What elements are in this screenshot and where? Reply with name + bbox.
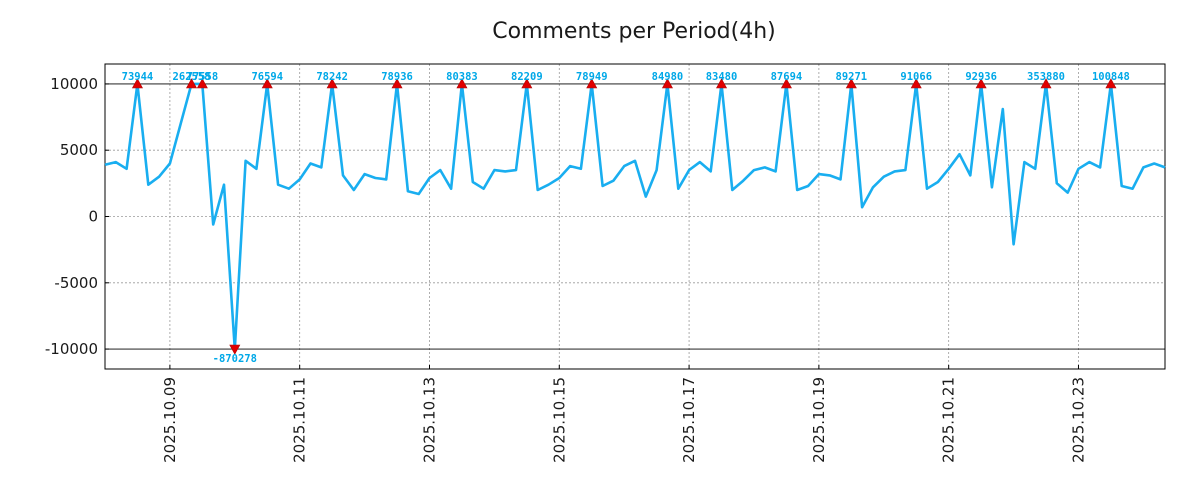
outlier-marker-up bbox=[661, 78, 673, 89]
outlier-marker-down bbox=[229, 344, 241, 355]
outlier-label: 89271 bbox=[836, 71, 868, 83]
outlier-marker-up bbox=[186, 78, 198, 89]
outlier-marker-up bbox=[1105, 78, 1117, 89]
outlier-marker-up bbox=[521, 78, 533, 89]
x-axis-ticks: 2025.10.09 2025.10.11 2025.10.13 2025.10.15… bbox=[161, 365, 1087, 463]
outlier-marker-up bbox=[975, 78, 987, 89]
y-tick-label: -5000 bbox=[54, 274, 98, 292]
outlier-label: 80383 bbox=[446, 71, 478, 83]
y-tick-label: 10000 bbox=[50, 75, 98, 93]
x-tick-label: 2025.10.13 bbox=[420, 377, 438, 463]
x-tick-label: 2025.10.23 bbox=[1069, 377, 1087, 463]
outlier-marker-up bbox=[716, 78, 728, 89]
series-line-comments bbox=[104, 82, 1166, 351]
outlier-label: 92936 bbox=[965, 71, 997, 83]
outlier-marker-up bbox=[845, 78, 857, 89]
x-tick-label: 2025.10.09 bbox=[161, 377, 179, 463]
x-tick-label: 2025.10.11 bbox=[291, 377, 309, 463]
outlier-marker-up bbox=[261, 78, 273, 89]
outlier-label: 78936 bbox=[381, 71, 413, 83]
outlier-label: 83480 bbox=[706, 71, 738, 83]
x-tick-label: 2025.10.15 bbox=[550, 377, 568, 463]
outlier-marker-up bbox=[326, 78, 338, 89]
outlier-label: 87694 bbox=[771, 71, 803, 83]
outlier-marker-up bbox=[391, 78, 403, 89]
y-tick-label: -10000 bbox=[45, 340, 98, 358]
outlier-label: 77558 bbox=[187, 71, 219, 83]
x-tick-label: 2025.10.19 bbox=[810, 377, 828, 463]
outlier-label: 100848 bbox=[1092, 71, 1130, 83]
outlier-label: 353880 bbox=[1027, 71, 1065, 83]
x-tick-label: 2025.10.21 bbox=[940, 377, 958, 463]
outlier-marker-up bbox=[780, 78, 792, 89]
y-axis-ticks: 10000 5000 0 -5000 -10000 bbox=[45, 75, 109, 358]
outlier-label: 76594 bbox=[251, 71, 283, 83]
outlier-label: 262558 bbox=[173, 71, 211, 83]
x-tick-label: 2025.10.17 bbox=[680, 377, 698, 463]
outlier-label: -870278 bbox=[213, 353, 257, 365]
outlier-label: 78949 bbox=[576, 71, 608, 83]
y-tick-label: 5000 bbox=[60, 141, 98, 159]
marker-layer bbox=[131, 78, 1117, 355]
outlier-marker-up bbox=[196, 78, 208, 89]
outlier-label: 84980 bbox=[652, 71, 684, 83]
outlier-marker-up bbox=[586, 78, 598, 89]
outlier-label: 73944 bbox=[122, 71, 154, 83]
outlier-label: 91066 bbox=[900, 71, 932, 83]
grid-layer bbox=[105, 64, 1165, 369]
outlier-marker-up bbox=[131, 78, 143, 89]
outlier-label: 78242 bbox=[316, 71, 348, 83]
outlier-label: 82209 bbox=[511, 71, 543, 83]
reference-lines bbox=[105, 83, 1165, 350]
outlier-marker-up bbox=[910, 78, 922, 89]
y-tick-label: 0 bbox=[88, 208, 98, 226]
outlier-marker-up bbox=[456, 78, 468, 89]
chart-title: Comments per Period(4h) bbox=[492, 19, 776, 44]
outlier-marker-up bbox=[1040, 78, 1052, 89]
series-layer bbox=[104, 82, 1166, 351]
